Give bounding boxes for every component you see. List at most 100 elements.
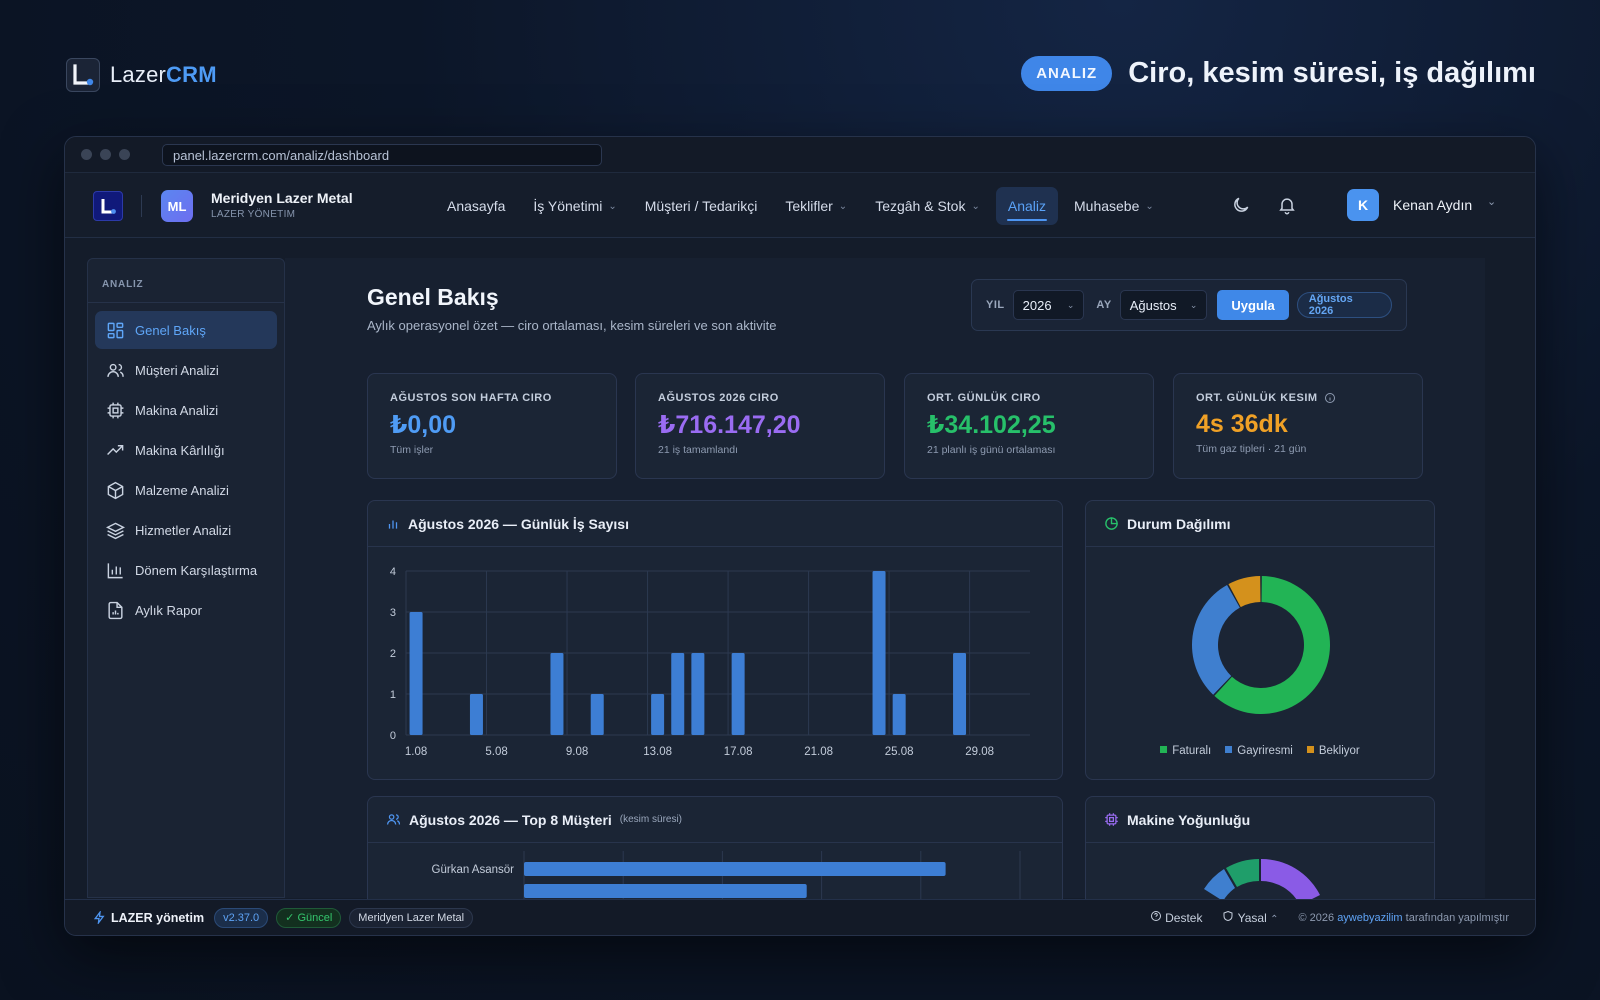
sidebar-item-donem-karsilastirma[interactable]: Dönem Karşılaştırma: [95, 551, 277, 589]
nav-anasayfa[interactable]: Anasayfa: [447, 198, 506, 214]
sidebar-list: Genel Bakış Müşteri Analizi Makina Anali…: [88, 303, 284, 639]
bar: [872, 571, 886, 735]
window-minimize-dot[interactable]: [100, 149, 111, 160]
bell-icon[interactable]: [1275, 193, 1299, 217]
chevron-up-icon: ⌃: [1270, 914, 1279, 925]
user-avatar[interactable]: K: [1347, 189, 1379, 221]
sidebar-item-musteri-analizi[interactable]: Müşteri Analizi: [95, 351, 277, 389]
info-icon[interactable]: [1324, 392, 1336, 404]
moon-icon[interactable]: [1229, 193, 1253, 217]
chevron-down-icon: ⌄: [1189, 299, 1198, 310]
month-select[interactable]: Ağustos ⌄: [1119, 290, 1208, 320]
card-header: Durum Dağılımı: [1086, 501, 1434, 547]
daily-jobs-title: Ağustos 2026 — Günlük İş Sayısı: [408, 515, 629, 532]
top-customers-title: Ağustos 2026 — Top 8 Müşteri: [409, 811, 612, 828]
legend-item[interactable]: Faturalı: [1160, 745, 1211, 757]
chevron-down-icon: ⌄: [1066, 299, 1075, 310]
kpi-note: 21 iş tamamlandı: [658, 444, 738, 456]
org-name[interactable]: Meridyen Lazer Metal: [211, 190, 353, 206]
nav-teklifler[interactable]: Teklifler ⌄: [785, 198, 848, 214]
donut-segment: [1261, 858, 1320, 905]
chevron-down-icon: ⌄: [838, 200, 848, 212]
year-select[interactable]: 2026 ⌄: [1012, 290, 1085, 320]
nav-musteri-tedarikci[interactable]: Müşteri / Tedarikçi: [644, 198, 758, 214]
status-distribution-title: Durum Dağılımı: [1127, 515, 1231, 532]
sidebar-item-label: Makina Analizi: [135, 402, 219, 418]
layers-icon: [106, 522, 125, 539]
cpu-icon: [107, 402, 124, 418]
x-tick-label: 21.08: [804, 746, 833, 758]
kpi-value: ₺716.147,20: [658, 411, 801, 439]
promo-logo: LazerCRM: [66, 58, 217, 92]
y-tick-label: 1: [390, 689, 396, 701]
sidebar-item-aylik-rapor[interactable]: Aylık Rapor: [95, 591, 277, 629]
kpi-card-month-revenue: AĞUSTOS 2026 CIRO ₺716.147,20 21 iş tama…: [635, 373, 885, 479]
legend-item[interactable]: Bekliyor: [1306, 745, 1360, 757]
bar: [590, 694, 604, 735]
x-tick-label: 17.08: [724, 746, 753, 758]
org-avatar[interactable]: ML: [161, 190, 193, 222]
main-content: Genel Bakış Aylık operasyonel özet — cir…: [285, 258, 1485, 916]
machine-density-title: Makine Yoğunluğu: [1127, 811, 1251, 828]
pie-chart-icon: [1105, 517, 1118, 530]
promo-pill: ANALIZ: [1021, 56, 1113, 91]
kpi-note: 21 planlı iş günü ortalaması: [927, 444, 1056, 456]
kpi-value: ₺0,00: [390, 411, 457, 439]
nav-is-yonetimi[interactable]: İş Yönetimi ⌄: [533, 198, 617, 214]
top-customers-subtitle: (kesim süresi): [619, 814, 683, 825]
sidebar-item-makina-analizi[interactable]: Makina Analizi: [95, 391, 277, 429]
x-tick-label: 29.08: [965, 746, 994, 758]
help-circle-icon: [1150, 911, 1161, 921]
nav-tezgah-stok[interactable]: Tezgâh & Stok ⌄: [875, 198, 980, 214]
apply-button[interactable]: Uygula: [1217, 290, 1289, 320]
kpi-card-last-week: AĞUSTOS SON HAFTA CIRO ₺0,00 Tüm işler: [367, 373, 617, 479]
users-icon: [107, 363, 124, 377]
nav-muhasebe[interactable]: Muhasebe ⌄: [1074, 198, 1154, 214]
kpi-label: ORT. GÜNLÜK KESIM: [1196, 392, 1318, 404]
window-maximize-dot[interactable]: [119, 149, 130, 160]
x-tick-label: 1.08: [405, 746, 427, 758]
promo-title: Ciro, kesim süresi, iş dağılımı: [1128, 57, 1536, 89]
kpi-label: AĞUSTOS 2026 CIRO: [658, 392, 779, 404]
sidebar-item-makina-karliligi[interactable]: Makina Kârlılığı: [95, 431, 277, 469]
top-customers-card: Ağustos 2026 — Top 8 Müşteri (kesim süre…: [367, 796, 1063, 916]
bar: [953, 653, 967, 735]
bar-chart-icon: [388, 520, 398, 529]
app-logo-icon[interactable]: [93, 191, 123, 221]
header-divider: [141, 195, 142, 217]
legend-item[interactable]: Gayriresmi: [1225, 745, 1293, 757]
window-close-dot[interactable]: [81, 149, 92, 160]
donut-slice: [1192, 584, 1240, 695]
sidebar-item-label: Hizmetler Analizi: [135, 522, 232, 538]
sidebar-item-label: Genel Bakış: [135, 322, 206, 338]
trending-up-icon: [107, 444, 124, 455]
kpi-note: Tüm gaz tipleri · 21 gün: [1196, 443, 1307, 455]
sidebar-item-malzeme-analizi[interactable]: Malzeme Analizi: [95, 471, 277, 509]
bar: [469, 694, 483, 735]
kpi-value: ₺34.102,25: [927, 411, 1056, 439]
user-name[interactable]: Kenan Aydın: [1393, 197, 1473, 213]
legal-menu[interactable]: Yasal ⌃: [1222, 910, 1278, 925]
grid-icon: [107, 322, 124, 338]
machine-density-card: Makine Yoğunluğu: [1085, 796, 1435, 916]
app-header: ML Meridyen Lazer Metal LAZER YÖNETIM An…: [65, 173, 1535, 238]
support-link[interactable]: Destek: [1150, 910, 1202, 925]
sidebar-item-hizmetler-analizi[interactable]: Hizmetler Analizi: [95, 511, 277, 549]
nav-analiz[interactable]: Analiz: [995, 187, 1058, 225]
main-nav: Anasayfa İş Yönetimi ⌄ Müşteri / Tedarikç…: [435, 187, 1166, 225]
chevron-down-icon[interactable]: ⌄: [1487, 196, 1497, 208]
app-footer: LAZER yönetim v2.37.0 ✓ Güncel Meridyen …: [65, 899, 1535, 935]
version-badge: v2.37.0: [214, 907, 269, 928]
footer-brand: LAZER yönetim: [93, 911, 204, 925]
year-label: YIL: [986, 299, 1005, 311]
donut-slice: [1214, 576, 1330, 714]
footer-right: Destek Yasal ⌃ © 2026 aywebyazilim taraf…: [1150, 910, 1509, 925]
promo-brand: LazerCRM: [110, 62, 217, 87]
sidebar-item-genel-bakis[interactable]: Genel Bakış: [95, 311, 277, 349]
lazer-logo-icon: [66, 58, 100, 92]
credit-link[interactable]: aywebyazilim: [1337, 911, 1403, 924]
address-bar[interactable]: panel.lazercrm.com/analiz/dashboard: [162, 143, 602, 166]
x-tick-label: 5.08: [485, 746, 507, 758]
daily-jobs-chart: 0 1 2 3 4 1.08 5.08 9.08 13.08 17.08 21.08 25.08 29.…: [390, 566, 1030, 758]
org-badge: Meridyen Lazer Metal: [349, 907, 474, 928]
